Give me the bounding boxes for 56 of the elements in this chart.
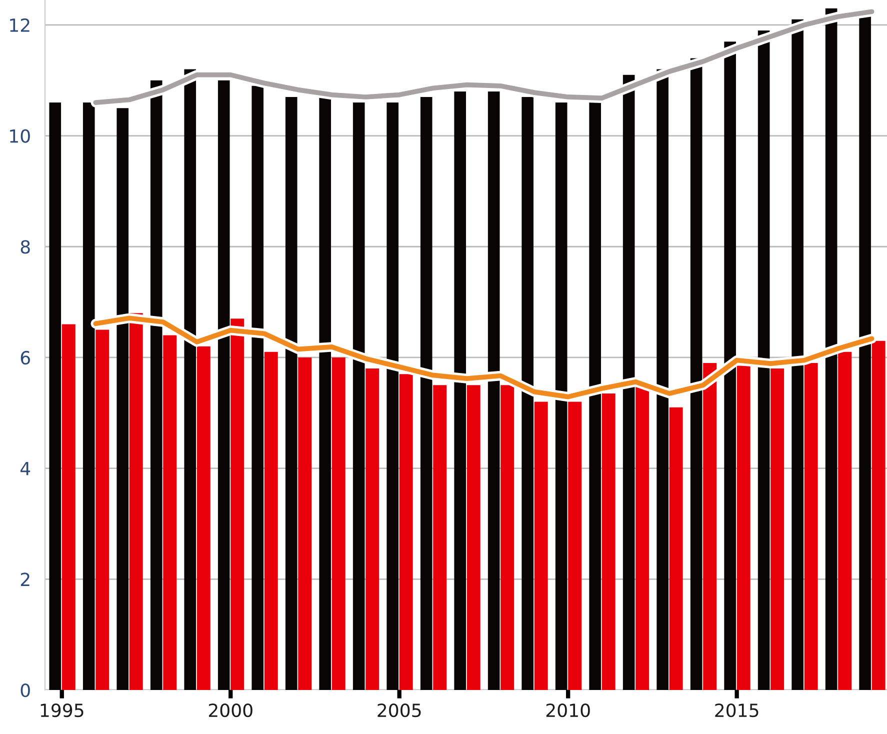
bar (399, 374, 413, 690)
bar (352, 102, 365, 690)
bar (792, 19, 804, 690)
bar (332, 357, 346, 690)
bar (366, 368, 380, 690)
bar (568, 402, 582, 690)
bar (454, 91, 466, 690)
bar (62, 324, 76, 690)
bar (872, 340, 886, 690)
bar (770, 368, 784, 690)
bar (230, 318, 244, 690)
bar (129, 313, 143, 690)
bar (264, 352, 278, 690)
bar (656, 69, 668, 690)
bar (669, 407, 683, 690)
bar (500, 385, 514, 690)
bar (285, 96, 298, 690)
bar (522, 96, 534, 690)
bar (319, 96, 332, 690)
bar (252, 86, 264, 690)
y-tick-label: 4 (20, 462, 30, 476)
bar (736, 366, 750, 690)
bar (589, 102, 601, 690)
bar (488, 91, 500, 690)
bar (804, 363, 818, 690)
bar (622, 74, 635, 690)
bar (703, 363, 717, 690)
x-tick-label: 2005 (378, 704, 421, 718)
bar (184, 69, 196, 690)
bar (466, 385, 480, 690)
bar (838, 352, 852, 690)
bar (150, 80, 162, 690)
bar (82, 102, 95, 690)
bar (420, 96, 432, 690)
y-tick-label: 2 (20, 572, 30, 586)
x-tick-label: 2015 (715, 704, 758, 718)
bar (690, 58, 702, 690)
x-tick-label: 2000 (208, 704, 252, 718)
x-tick-label: 1995 (40, 704, 84, 718)
y-tick-label: 12 (10, 18, 30, 32)
bar (602, 393, 616, 690)
bar (196, 346, 210, 690)
y-tick-label: 0 (20, 683, 30, 698)
bar (825, 8, 838, 690)
bar (534, 402, 548, 690)
x-tick-label: 2010 (546, 704, 590, 718)
bar (433, 385, 447, 690)
y-tick-label: 6 (20, 350, 30, 365)
y-tick-label: 8 (20, 240, 30, 254)
y-tick-label: 10 (10, 129, 30, 143)
bar (298, 357, 312, 690)
bar (163, 335, 177, 690)
bar (116, 108, 129, 690)
bar (758, 30, 770, 690)
bar (636, 385, 650, 690)
bar (96, 330, 110, 690)
